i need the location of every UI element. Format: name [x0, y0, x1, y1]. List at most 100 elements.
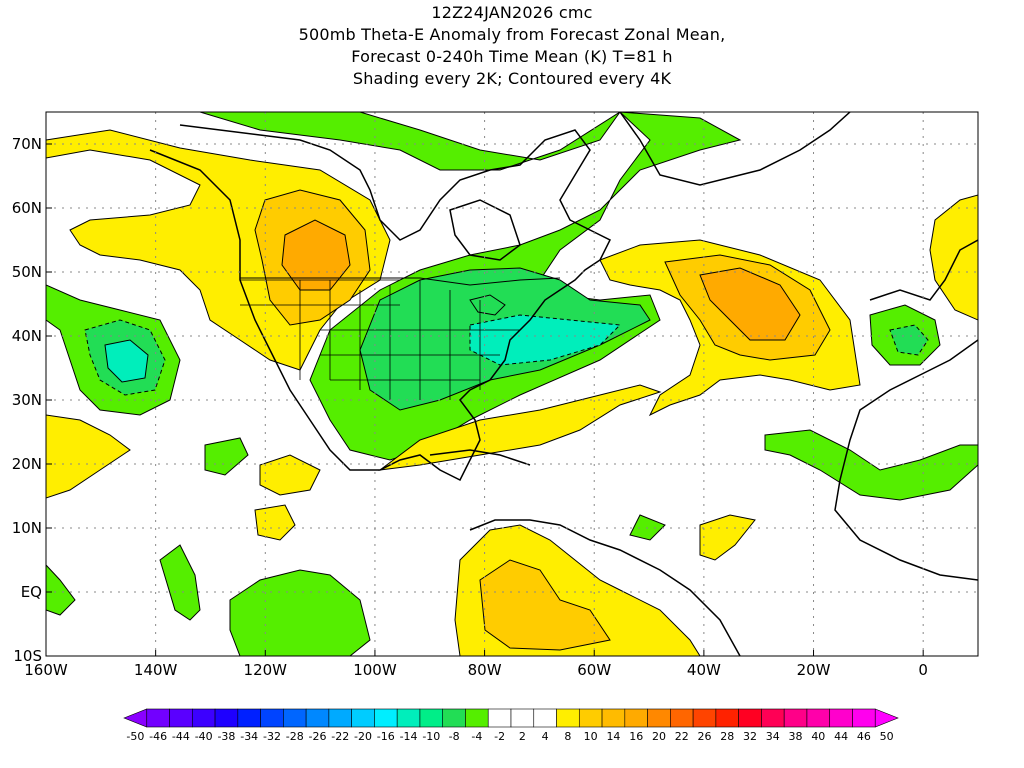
lat-tick-label: 10S	[13, 647, 42, 665]
colorbar-swatch	[647, 708, 671, 728]
lat-tick-label: 60N	[12, 199, 42, 217]
green-region-equator-west	[46, 564, 76, 616]
lon-tick-label: 20W	[797, 661, 831, 679]
colorbar-swatch	[715, 708, 739, 728]
lon-tick-label: 140W	[134, 661, 178, 679]
orange-core-atlantic	[699, 267, 801, 341]
gold-region-south-america	[479, 559, 611, 651]
colorbar-swatch	[169, 708, 193, 728]
colorbar-swatch	[874, 708, 899, 728]
colorbar-swatch	[601, 708, 626, 728]
colorbar-swatch	[328, 708, 352, 728]
lat-tick-label: 30N	[12, 391, 42, 409]
title-line-3: Forecast 0-240h Time Mean (K) T=81 h	[351, 47, 673, 66]
anomaly-shading	[46, 112, 978, 656]
lon-tick-label: 160W	[24, 661, 68, 679]
graticule	[46, 112, 978, 656]
colorbar-swatch	[283, 708, 307, 728]
colorbar-label: -16	[377, 730, 395, 743]
title-line-2: 500mb Theta-E Anomaly from Forecast Zona…	[298, 25, 726, 44]
colorbar-label: -32	[263, 730, 281, 743]
coastline-cuba	[429, 449, 531, 466]
colorbar-label: 32	[743, 730, 757, 743]
colorbar-label: 34	[766, 730, 780, 743]
colorbar-label: -50	[126, 730, 144, 743]
colorbar-label: 50	[880, 730, 894, 743]
colorbar-label: -38	[217, 730, 235, 743]
colorbar-label: 14	[606, 730, 620, 743]
coastline-south-america	[469, 519, 741, 656]
colorbar-label: 44	[834, 730, 848, 743]
colorbar-label: 38	[789, 730, 803, 743]
yellow-blob-atlantic-tropics	[699, 514, 756, 561]
lon-tick-label: 0	[918, 661, 928, 679]
lat-tick-label: 20N	[12, 455, 42, 473]
colorbar-swatch	[465, 708, 489, 728]
colorbar-label: 26	[698, 730, 712, 743]
latitude-ticks: 70N 60N 50N 40N 30N 20N 10N EQ 10S	[12, 135, 52, 665]
lat-tick-label: 50N	[12, 263, 42, 281]
yellow-region-pacific-west	[46, 414, 131, 499]
map-area	[46, 112, 978, 656]
lon-tick-label: 80W	[468, 661, 502, 679]
colorbar-swatch	[556, 708, 580, 728]
lon-tick-label: 40W	[687, 661, 721, 679]
longitude-ticks: 160W 140W 120W 100W 80W 60W 40W 20W 0	[24, 650, 928, 679]
colorbar-label: -20	[354, 730, 372, 743]
colorbar-swatch	[692, 708, 717, 728]
colorbar-swatch	[578, 708, 603, 728]
colorbar-label: 2	[519, 730, 526, 743]
yellow-blob-mexico	[259, 454, 321, 496]
colorbar-label: -40	[195, 730, 213, 743]
yellow-band-subtropical	[378, 384, 662, 471]
us-state-borders	[240, 279, 520, 400]
colorbar-swatch	[191, 708, 216, 728]
coastline-africa	[834, 339, 978, 581]
colorbar-swatch	[214, 708, 239, 728]
colorbar-label: -22	[331, 730, 349, 743]
green-region-caribbean	[204, 437, 249, 476]
colorbar-swatch	[442, 708, 466, 728]
colorbar-label: 8	[564, 730, 571, 743]
colorbar-label: -2	[494, 730, 505, 743]
colorbar-label: -8	[449, 730, 460, 743]
map-frame	[45, 111, 979, 657]
colorbar-label: -34	[240, 730, 258, 743]
colorbar-label: 16	[629, 730, 643, 743]
colorbar-swatch	[305, 708, 330, 728]
colorbar-swatch	[783, 708, 808, 728]
colorbar-swatch	[852, 708, 876, 728]
colorbar-label: 22	[675, 730, 689, 743]
colorbar-swatch	[533, 708, 557, 728]
cyan-core-pacific	[104, 339, 149, 383]
colorbar-label: -44	[172, 730, 190, 743]
lat-tick-label: EQ	[21, 583, 42, 601]
colorbar-swatch	[738, 708, 762, 728]
colorbar-label: -14	[400, 730, 418, 743]
yellow-region-europe	[929, 194, 978, 321]
lon-tick-label: 120W	[244, 661, 288, 679]
coastline-hudson-bay	[449, 199, 521, 261]
colorbar-label: 4	[542, 730, 549, 743]
colorbar-label: -46	[149, 730, 167, 743]
colorbar-label: 20	[652, 730, 666, 743]
colorbar-label: -28	[286, 730, 304, 743]
green-region-tropical-west	[159, 544, 201, 621]
lat-tick-label: 40N	[12, 327, 42, 345]
colorbar-swatch	[237, 708, 261, 728]
colorbar-swatch	[419, 708, 444, 728]
colorbar-swatch	[624, 708, 648, 728]
coastline-greenland	[619, 112, 851, 186]
colorbar-swatch	[806, 708, 831, 728]
title-line-1: 12Z24JAN2026 cmc	[431, 3, 593, 22]
colorbar-swatch	[396, 708, 421, 728]
colorbar-label: 46	[857, 730, 871, 743]
colorbar-swatch	[487, 708, 512, 728]
colorbar-label: -4	[471, 730, 482, 743]
colorbar-swatch	[510, 708, 535, 728]
lat-tick-label: 10N	[12, 519, 42, 537]
colorbar: -50 -46 -44 -40 -38 -34 -32 -28 -26 -22 -20 -16 -14-…	[123, 708, 899, 743]
lon-tick-label: 100W	[353, 661, 397, 679]
colorbar-swatch	[374, 708, 398, 728]
